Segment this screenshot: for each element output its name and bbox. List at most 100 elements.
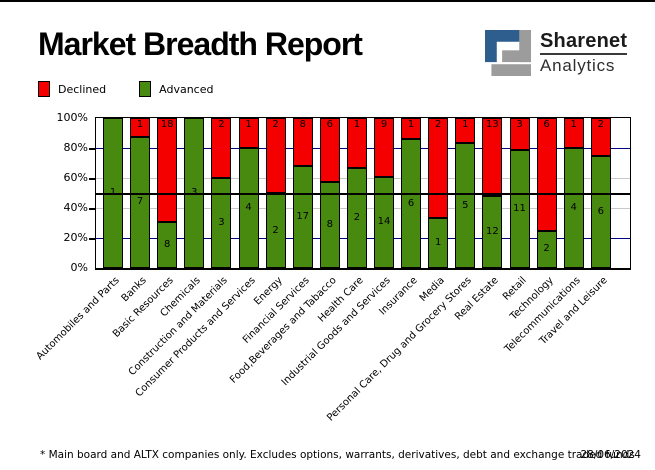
bar-segment-declined bbox=[482, 118, 503, 196]
bar-segment-declined bbox=[563, 118, 584, 148]
bar-segment-declined bbox=[428, 118, 449, 218]
bar-segment-declined bbox=[292, 118, 313, 166]
brand-tagline: Analytics bbox=[540, 56, 616, 75]
y-axis-label: 40% bbox=[63, 201, 88, 214]
legend-label-declined: Declined bbox=[58, 82, 107, 96]
bar-value-declined: 2 bbox=[435, 119, 442, 130]
bar-value-declined: 1 bbox=[245, 119, 252, 130]
bar-group: 9 14 bbox=[374, 118, 394, 268]
bar-value-advanced: 6 bbox=[597, 205, 604, 217]
bar-segment-declined bbox=[319, 118, 340, 183]
bar-value-declined: 2 bbox=[597, 119, 604, 130]
bar-group: 8 17 bbox=[292, 118, 313, 268]
bar-value-advanced: 8 bbox=[164, 238, 171, 250]
bar-value-advanced: 4 bbox=[245, 202, 252, 213]
brand-glyph-icon bbox=[485, 30, 531, 76]
bar-value-advanced: 7 bbox=[136, 196, 144, 208]
bar-group: 13 12 bbox=[482, 118, 503, 268]
report-date: 28/06/2024 bbox=[580, 449, 641, 461]
bar-value-advanced: 6 bbox=[407, 197, 415, 209]
legend-label-advanced: Advanced bbox=[159, 82, 214, 96]
bar-segment-declined bbox=[374, 118, 394, 177]
bar-segment-declined bbox=[238, 118, 259, 148]
bar-segment-advanced bbox=[374, 176, 394, 268]
bar-value-declined: 1 bbox=[136, 119, 144, 130]
bar-value-advanced: 17 bbox=[296, 211, 310, 222]
bar-value-declined: 1 bbox=[462, 119, 469, 130]
y-axis-label: 100% bbox=[56, 111, 88, 124]
bar-value-declined: 2 bbox=[218, 119, 225, 130]
bar-segment-advanced bbox=[563, 148, 584, 268]
bar-segment-advanced bbox=[319, 182, 340, 268]
y-axis-label: 80% bbox=[63, 141, 88, 154]
bar-segment-advanced bbox=[509, 150, 530, 268]
brand-logo: Sharenet Analytics bbox=[485, 30, 628, 76]
bar-segment-declined bbox=[157, 118, 178, 222]
axis-tick bbox=[89, 148, 96, 150]
plot-area: 1171883231422817681291416211513123116214… bbox=[89, 117, 631, 270]
brand-name: Sharenet bbox=[540, 30, 628, 52]
bar-value-advanced: 8 bbox=[326, 219, 333, 231]
bar-value-declined: 1 bbox=[407, 119, 415, 130]
bar-segment-declined bbox=[536, 118, 557, 231]
legend-swatch-advanced bbox=[139, 81, 152, 97]
bar-segment-advanced bbox=[536, 230, 557, 268]
bar-value-declined: 2 bbox=[272, 119, 279, 130]
legend-swatch-declined bbox=[38, 81, 50, 97]
bar-segment-declined bbox=[509, 118, 530, 151]
bar-segment-declined bbox=[455, 118, 476, 143]
legend-item-declined: Declined bbox=[38, 81, 106, 97]
bar-segment-advanced bbox=[211, 178, 232, 268]
bar-value-declined: 13 bbox=[486, 119, 499, 130]
fifty-percent-line bbox=[96, 192, 630, 195]
y-axis-label: 20% bbox=[63, 231, 88, 244]
footnote: * Main board and ALTX companies only. Ex… bbox=[40, 449, 635, 461]
bar-value-declined: 3 bbox=[516, 119, 523, 130]
bar-value-advanced: 2 bbox=[353, 212, 361, 223]
brand-divider bbox=[540, 53, 628, 55]
bar-value-advanced: 1 bbox=[435, 237, 442, 248]
axis-tick bbox=[89, 238, 96, 240]
y-axis-label: 0% bbox=[70, 261, 88, 274]
bar-segment-advanced bbox=[455, 143, 476, 268]
bar-value-advanced: 11 bbox=[513, 203, 526, 215]
bar-value-advanced: 3 bbox=[218, 217, 225, 228]
bar-value-declined: 1 bbox=[353, 119, 361, 130]
axis-tick bbox=[89, 208, 96, 210]
bar-segment-advanced bbox=[292, 166, 313, 268]
brand-text: Sharenet Analytics bbox=[540, 30, 628, 76]
bar-segment-advanced bbox=[238, 148, 259, 268]
bar-value-advanced: 5 bbox=[462, 199, 469, 211]
bar-value-declined: 9 bbox=[380, 119, 388, 130]
bar-segment-declined bbox=[211, 118, 232, 178]
bar-segment-declined bbox=[401, 118, 422, 140]
bar-value-declined: 8 bbox=[299, 119, 306, 130]
bar-segment-advanced bbox=[590, 155, 611, 268]
legend: Declined Advanced bbox=[38, 81, 213, 97]
bar-segment-advanced bbox=[130, 136, 151, 268]
bar-segment-advanced bbox=[428, 218, 449, 268]
legend-item-advanced: Advanced bbox=[139, 81, 213, 97]
bar-value-declined: 6 bbox=[543, 119, 550, 130]
bar-value-declined: 1 bbox=[570, 119, 577, 130]
bar-value-declined: 18 bbox=[160, 119, 174, 130]
bar-value-advanced: 12 bbox=[486, 226, 499, 237]
bar-segment-declined bbox=[130, 118, 151, 137]
bar-value-advanced: 2 bbox=[543, 243, 550, 255]
bar-segment-declined bbox=[590, 118, 611, 156]
bar-segment-advanced bbox=[401, 139, 422, 268]
bar-group: 3 11 bbox=[509, 118, 530, 268]
axis-tick bbox=[89, 178, 96, 180]
bar-segment-advanced bbox=[482, 196, 503, 268]
bar-segment-declined bbox=[346, 118, 367, 168]
bar-value-advanced: 14 bbox=[377, 216, 391, 228]
y-axis-label: 60% bbox=[63, 171, 88, 184]
